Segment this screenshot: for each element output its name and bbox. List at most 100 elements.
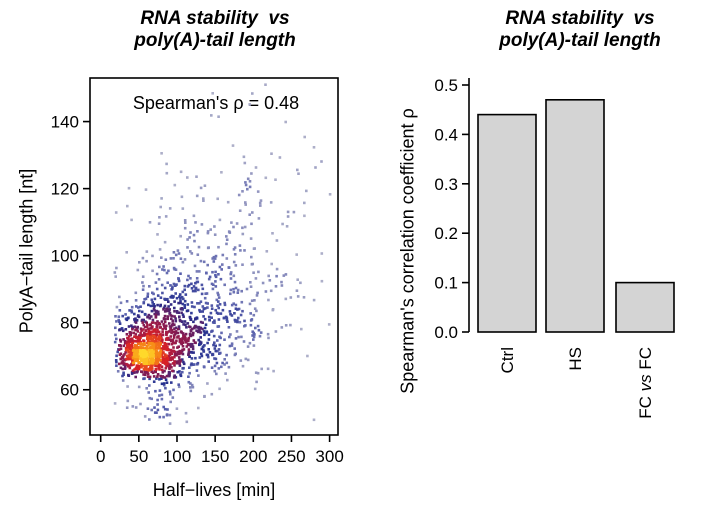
scatter-point [156,403,159,406]
scatter-point [142,301,145,305]
scatter-point [174,292,177,295]
scatter-point [215,311,219,315]
spearman-annotation: Spearman's ρ = 0.48 [132,93,300,113]
scatter-point [196,361,200,365]
scatter-point [184,332,188,336]
scatter-point [234,286,238,290]
scatter-point [124,328,128,331]
scatter-point [238,209,242,212]
scatter-point [206,302,209,305]
scatter-point [204,292,207,295]
scatter-point [129,352,132,356]
scatter-point [139,359,143,363]
scatter-point [165,374,169,378]
scatter-point [191,347,195,351]
scatter-point [145,346,149,350]
scatter-point [196,302,199,305]
scatter-point [162,383,166,387]
scatter-point [165,271,169,275]
scatter-point [154,351,158,355]
scatter-point [185,345,189,348]
scatter-point [113,340,117,344]
scatter-point [133,335,136,338]
scatter-point [165,337,168,340]
scatter-point [187,274,190,278]
scatter-point [124,348,128,352]
scatter-point [117,348,121,351]
scatter-point [252,335,256,339]
scatter-point [145,387,148,390]
scatter-point [194,341,197,345]
scatter-point [146,292,150,296]
scatter-point [168,367,171,371]
scatter-point [200,347,204,351]
scatter-point [195,270,199,273]
scatter-point [236,288,240,292]
scatter-point [119,347,123,351]
scatter-point [154,322,158,325]
scatter-point [203,333,206,337]
scatter-point [179,373,182,376]
scatter-point [148,221,152,224]
scatter-point [143,349,147,352]
scatter-point [303,135,306,139]
scatter-point [145,250,149,253]
scatter-point [126,356,130,359]
scatter-point [302,296,306,299]
scatter-point [200,292,204,296]
scatter-point [186,278,189,282]
scatter-point [174,317,177,320]
scatter-point [186,342,190,346]
scatter-point [131,360,134,363]
scatter-point [280,326,284,329]
scatter-point [126,385,129,388]
scatter-point [218,303,222,306]
scatter-point [147,344,150,347]
scatter-point [155,324,159,327]
scatter-point [192,339,196,342]
scatter-point [239,249,242,252]
scatter-point [243,319,246,323]
scatter-point [136,342,140,345]
scatter-point [179,272,182,275]
scatter-point [162,308,165,311]
scatter-point [174,331,178,335]
scatter-point [254,371,258,374]
scatter-point [292,210,296,214]
scatter-point [175,339,178,343]
scatter-point [122,344,126,348]
scatter-point [195,369,199,372]
scatter-point [214,357,218,361]
scatter-point [136,330,140,333]
scatter-point [278,156,282,159]
scatter-point [181,358,184,361]
scatter-point [244,203,247,206]
scatter-point [229,271,233,274]
scatter-point [142,373,145,376]
scatter-point [158,326,161,329]
scatter-point [182,348,186,351]
scatter-point [140,363,143,366]
scatter-point [196,253,200,256]
scatter-point [157,310,160,314]
scatter-point [134,299,138,302]
scatter-point [124,313,127,316]
scatter-point [118,353,122,356]
scatter-point [140,346,143,350]
scatter-point [166,309,170,312]
scatter-point [237,316,240,320]
scatter-point [179,257,183,260]
scatter-point [151,334,155,338]
scatter-point [197,326,201,330]
scatter-point [156,331,159,334]
scatter-point [205,353,209,357]
scatter-point [149,304,153,308]
scatter-point [206,341,209,345]
scatter-point [202,307,206,311]
scatter-point [210,114,213,117]
scatter-point [140,329,143,333]
scatter-point [284,324,288,327]
scatter-point [195,280,199,284]
scatter-point [246,358,250,362]
